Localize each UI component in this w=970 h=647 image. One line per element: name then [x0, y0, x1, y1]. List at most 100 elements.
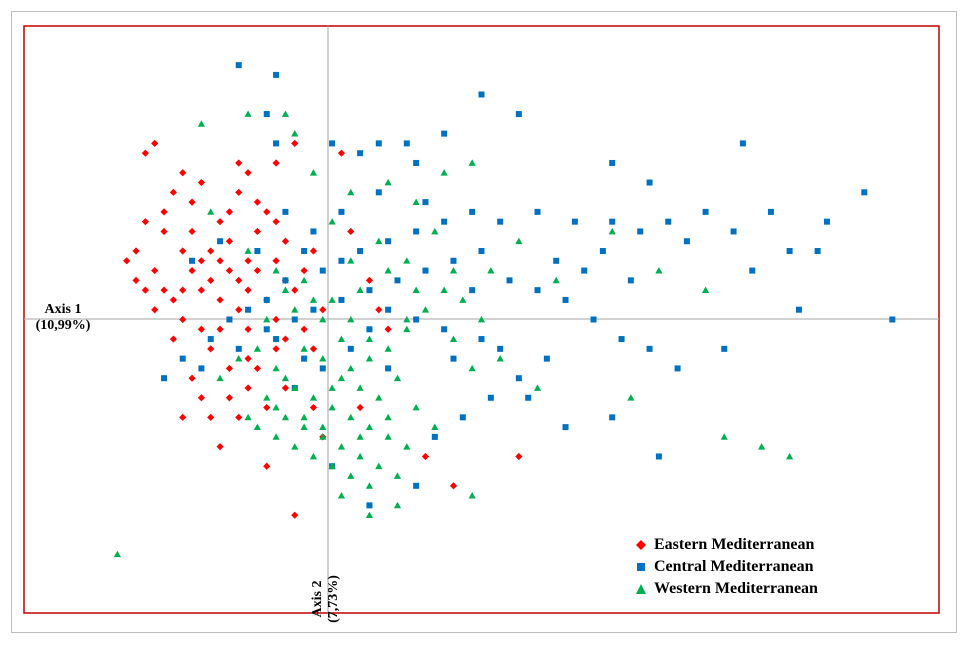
point-series0-20	[253, 227, 262, 236]
point-series1-60	[431, 433, 438, 440]
point-series0-76	[300, 325, 308, 333]
point-series0-69	[384, 325, 392, 333]
point-series1-4	[329, 140, 336, 147]
point-series1-26	[385, 238, 392, 245]
point-series2-26	[309, 394, 318, 401]
point-series0-56	[253, 266, 262, 275]
point-series1-21	[534, 208, 541, 215]
point-series2-101	[281, 286, 290, 294]
point-series0-26	[244, 325, 252, 333]
point-series1-91	[254, 248, 261, 255]
point-series1-20	[571, 218, 578, 225]
point-series2-35	[337, 443, 346, 450]
point-series0-28	[188, 374, 196, 382]
point-series0-52	[235, 159, 243, 167]
point-series2-38	[253, 423, 262, 430]
point-series2-86	[272, 403, 280, 411]
point-series0-12	[179, 315, 187, 324]
point-series1-65	[441, 326, 448, 333]
point-series1-99	[273, 336, 280, 343]
point-series1-63	[655, 453, 662, 460]
diamond-icon	[636, 540, 646, 550]
point-series1-44	[366, 287, 373, 294]
point-series2-30	[384, 433, 392, 440]
legend-label-eastern: Eastern Mediterranean	[654, 536, 815, 553]
point-series1-55	[674, 365, 681, 372]
point-series2-65	[356, 286, 364, 294]
point-series1-14	[739, 140, 746, 147]
point-series2-56	[412, 403, 420, 411]
point-series2-11	[244, 247, 252, 254]
point-series2-18	[403, 325, 411, 333]
point-series0-31	[216, 443, 224, 451]
point-series1-79	[814, 248, 821, 255]
point-series0-2	[169, 188, 177, 196]
point-series1-69	[347, 345, 354, 352]
point-series2-21	[459, 296, 467, 303]
point-series2-77	[786, 452, 794, 460]
point-series2-8	[440, 169, 448, 176]
point-series1-1	[273, 71, 280, 78]
point-series2-22	[477, 315, 486, 323]
point-series1-37	[161, 375, 168, 382]
point-series0-13	[188, 266, 196, 275]
point-series2-39	[272, 433, 280, 440]
point-series2-29	[365, 423, 374, 430]
point-series0-25	[235, 306, 243, 314]
point-series1-8	[413, 159, 420, 166]
point-series2-81	[291, 306, 299, 313]
point-series1-102	[683, 238, 690, 245]
point-series2-34	[319, 433, 327, 440]
point-series1-19	[609, 218, 616, 225]
point-series1-64	[478, 336, 485, 343]
point-series1-90	[282, 208, 289, 215]
point-series2-1	[244, 110, 252, 117]
point-series0-83	[235, 276, 243, 284]
point-series2-97	[449, 335, 458, 342]
point-series0-14	[197, 286, 205, 294]
point-series0-59	[244, 355, 252, 363]
point-series1-29	[319, 267, 326, 274]
point-series0-32	[235, 413, 243, 421]
point-series1-76	[795, 306, 802, 313]
point-series1-100	[469, 287, 476, 294]
legend-item-western: Western Mediterranean	[636, 578, 876, 600]
point-series0-34	[272, 345, 280, 353]
point-series0-6	[132, 247, 140, 255]
point-series0-62	[291, 511, 299, 519]
point-series0-21	[263, 208, 271, 216]
point-series0-46	[272, 315, 280, 324]
point-series1-17	[665, 218, 672, 225]
point-series1-51	[562, 296, 569, 303]
point-series1-78	[749, 267, 756, 274]
point-series2-70	[533, 384, 542, 391]
point-series0-10	[160, 286, 168, 294]
point-series1-28	[338, 257, 345, 264]
point-series0-29	[179, 413, 187, 421]
legend-item-central: Central Mediterranean	[636, 556, 876, 578]
point-series1-33	[245, 306, 252, 313]
point-series2-85	[365, 355, 374, 362]
point-series1-54	[646, 345, 653, 352]
point-series2-9	[468, 159, 476, 166]
point-series2-83	[328, 384, 336, 391]
point-series1-61	[562, 424, 569, 431]
point-series1-12	[609, 159, 616, 166]
point-series1-6	[403, 140, 410, 147]
point-series2-14	[328, 296, 336, 303]
point-series2-49	[281, 374, 290, 382]
point-series0-60	[207, 413, 215, 421]
point-series0-42	[207, 276, 215, 284]
legend-label-western: Western Mediterranean	[654, 580, 818, 597]
point-series1-49	[506, 277, 513, 284]
point-series1-73	[366, 502, 373, 509]
x-axis-label: Axis 1 (10,99%)	[35, 302, 91, 333]
point-series0-80	[253, 198, 262, 206]
point-series0-37	[225, 364, 234, 373]
point-series1-95	[450, 355, 457, 362]
point-series1-9	[441, 130, 448, 137]
point-series0-66	[347, 227, 355, 236]
point-series0-73	[421, 452, 430, 461]
point-series0-17	[225, 237, 234, 245]
